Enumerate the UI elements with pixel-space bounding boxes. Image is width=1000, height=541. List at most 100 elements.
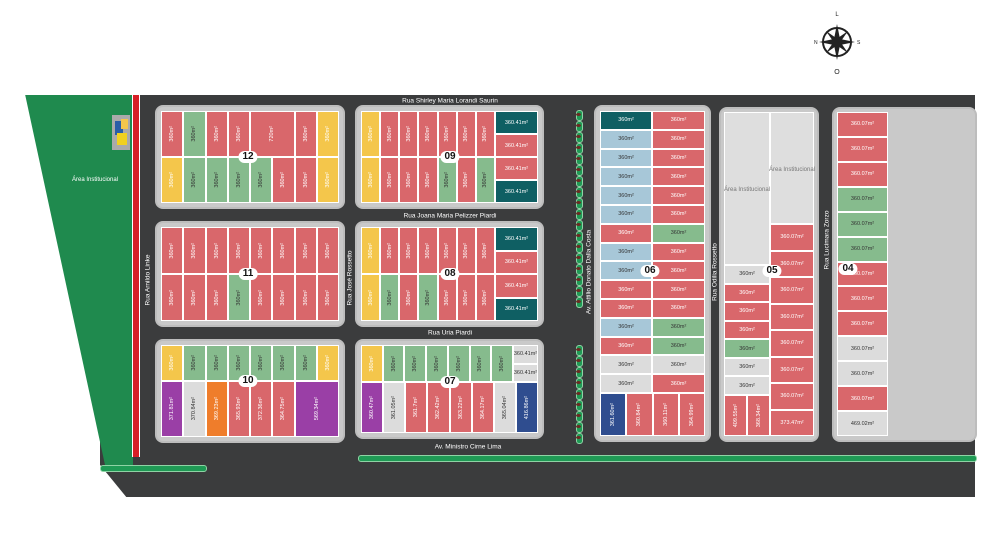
lot[interactable]: 369.23m²	[205, 381, 228, 437]
lot[interactable]: 364.99m²	[678, 393, 705, 436]
lot[interactable]: 360.84m²	[626, 393, 653, 436]
lot[interactable]: 360m²	[361, 274, 381, 321]
lot[interactable]: 360m²	[724, 302, 770, 321]
lot[interactable]: 360m²	[205, 157, 228, 203]
lot[interactable]: 360m²	[600, 317, 652, 337]
lot[interactable]: 360m²	[652, 148, 705, 168]
lot[interactable]: 360m²	[600, 167, 652, 187]
lot[interactable]: 360m²	[456, 157, 476, 203]
lot[interactable]: 360.41m²	[513, 363, 538, 382]
lot[interactable]: 360.41m²	[495, 274, 538, 298]
lot[interactable]: 363.22m²	[449, 382, 472, 433]
lot[interactable]: 360m²	[418, 274, 438, 321]
lot[interactable]: 360m²	[205, 227, 228, 274]
lot[interactable]: 361.60m²	[600, 393, 627, 436]
lot[interactable]: 360m²	[380, 274, 400, 321]
lot[interactable]: 360m²	[724, 357, 770, 377]
lot[interactable]: 360.07m²	[770, 383, 814, 410]
lot[interactable]: 360m²	[380, 111, 400, 157]
lot[interactable]: 360m²	[161, 345, 184, 381]
lot[interactable]: 360.07m²	[837, 336, 888, 362]
lot[interactable]: 360m²	[437, 157, 457, 203]
lot[interactable]: 360m²	[724, 376, 770, 395]
lot[interactable]: 360m²	[250, 157, 273, 203]
lot[interactable]: 360m²	[205, 274, 228, 321]
lot[interactable]: 360m²	[652, 167, 705, 187]
lot[interactable]: 360m²	[250, 274, 273, 321]
lot[interactable]: 360m²	[227, 157, 250, 203]
lot[interactable]: 360m²	[161, 111, 184, 157]
lot[interactable]: 360m²	[418, 111, 438, 157]
lot[interactable]: 360.47m²	[361, 382, 384, 433]
lot[interactable]: 360m²	[316, 274, 339, 321]
lot[interactable]: 360.07m²	[770, 330, 814, 357]
lot[interactable]: 360m²	[272, 227, 295, 274]
lot[interactable]: 360.07m²	[837, 186, 888, 212]
lot[interactable]: 409.55m²	[724, 395, 747, 436]
lot[interactable]: 360m²	[475, 274, 495, 321]
lot[interactable]: 360.07m²	[837, 311, 888, 337]
lot[interactable]: 360m²	[724, 339, 770, 358]
lot[interactable]: 360m²	[272, 157, 295, 203]
lot[interactable]: 362.42m²	[427, 382, 450, 433]
lot[interactable]: 360m²	[652, 299, 705, 318]
lot[interactable]: 360m²	[380, 227, 400, 274]
lot[interactable]: 360m²	[437, 227, 457, 274]
lot[interactable]: 361.05m²	[383, 382, 406, 433]
lot[interactable]: 364.75m²	[272, 381, 295, 437]
lot[interactable]: 360.07m²	[770, 277, 814, 304]
lot[interactable]: 360m²	[361, 157, 381, 203]
lot[interactable]: 360m²	[205, 111, 228, 157]
lot[interactable]: 360m²	[652, 280, 705, 299]
lot[interactable]: 360m²	[183, 157, 206, 203]
lot[interactable]: 360m²	[272, 274, 295, 321]
lot[interactable]: 360.41m²	[495, 157, 538, 180]
lot[interactable]: 360.41m²	[495, 297, 538, 321]
lot[interactable]: 360m²	[652, 111, 705, 130]
lot[interactable]: 360m²	[361, 111, 381, 157]
lot[interactable]: 720m²	[250, 111, 295, 157]
lot[interactable]: 360m²	[183, 274, 206, 321]
lot[interactable]: 360m²	[652, 242, 705, 262]
lot[interactable]: 360m²	[183, 345, 206, 381]
lot[interactable]: 360m²	[652, 261, 705, 281]
lot[interactable]: 368.34m²	[747, 395, 770, 436]
lot[interactable]: 360m²	[600, 374, 652, 393]
lot[interactable]: 360m²	[652, 336, 705, 356]
lot[interactable]: 360.41m²	[513, 345, 538, 364]
lot[interactable]: 360m²	[724, 320, 770, 340]
lot[interactable]: 360m²	[382, 345, 405, 382]
lot[interactable]: 360m²	[652, 374, 705, 393]
lot[interactable]: 360m²	[294, 345, 317, 381]
lot[interactable]: 360m²	[418, 157, 438, 203]
lot[interactable]: 360m²	[652, 317, 705, 337]
lot[interactable]: 360m²	[652, 205, 705, 224]
lot[interactable]: 360m²	[456, 274, 476, 321]
lot[interactable]: 360.07m²	[770, 303, 814, 330]
lot[interactable]: 360m²	[652, 355, 705, 375]
lot[interactable]: 360m²	[600, 111, 652, 130]
lot[interactable]: 360m²	[316, 227, 339, 274]
lot[interactable]: 360m²	[475, 111, 495, 157]
lot[interactable]: 360m²	[294, 157, 317, 203]
lot[interactable]: 360m²	[437, 274, 457, 321]
lot[interactable]: 360m²	[456, 227, 476, 274]
lot[interactable]: 360m²	[250, 345, 273, 381]
lot[interactable]: 360m²	[600, 223, 652, 243]
lot[interactable]: 360m²	[227, 227, 250, 274]
lot[interactable]: 360m²	[399, 274, 419, 321]
lot[interactable]: 360m²	[491, 345, 513, 382]
lot[interactable]: 360m²	[418, 227, 438, 274]
lot[interactable]: 360m²	[456, 111, 476, 157]
lot[interactable]: 373.47m²	[770, 409, 814, 436]
lot[interactable]: 360m²	[475, 157, 495, 203]
lot[interactable]: 360.07m²	[837, 286, 888, 312]
lot[interactable]: 360.07m²	[770, 356, 814, 383]
lot[interactable]: 360.07m²	[837, 112, 888, 137]
lot[interactable]: 360m²	[294, 274, 317, 321]
lot[interactable]: 360m²	[399, 111, 419, 157]
lot[interactable]: 360.07m²	[837, 161, 888, 187]
lot[interactable]: 360m²	[600, 129, 652, 149]
lot[interactable]: 360m²	[316, 345, 339, 381]
lot[interactable]: 360.07m²	[837, 236, 888, 262]
